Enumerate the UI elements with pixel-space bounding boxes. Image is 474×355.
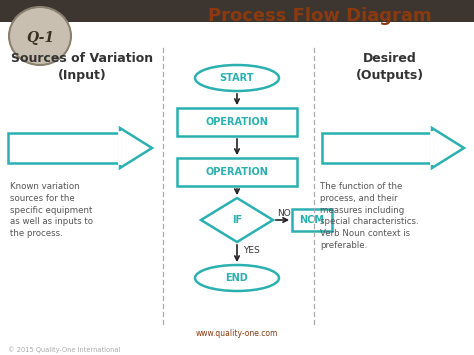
Text: NO: NO [277, 208, 291, 218]
Bar [292, 209, 332, 231]
Polygon shape [432, 128, 464, 168]
Bar [0, 0, 474, 22]
Text: END: END [226, 273, 248, 283]
Text: www.quality-one.com: www.quality-one.com [196, 329, 278, 339]
Text: Process Flow Diagram: Process Flow Diagram [208, 7, 432, 25]
Polygon shape [120, 128, 152, 168]
Text: © 2015 Quality-One International: © 2015 Quality-One International [8, 347, 120, 353]
Bar [8, 133, 120, 163]
Ellipse shape [9, 7, 71, 65]
Text: Known variation
sources for the
specific equipment
as well as inputs to
the proc: Known variation sources for the specific… [10, 182, 93, 238]
Polygon shape [201, 198, 273, 242]
Text: YES: YES [243, 246, 260, 255]
Text: Desired
(Outputs): Desired (Outputs) [356, 52, 424, 82]
Bar [177, 158, 297, 186]
Text: OPERATION: OPERATION [206, 167, 268, 177]
Text: OPERATION: OPERATION [206, 117, 268, 127]
Text: IF: IF [232, 215, 242, 225]
Ellipse shape [195, 265, 279, 291]
Text: Sources of Variation
(Input): Sources of Variation (Input) [11, 52, 153, 82]
Bar [322, 133, 432, 163]
Text: Q-1: Q-1 [26, 31, 54, 45]
Bar [177, 108, 297, 136]
Text: START: START [220, 73, 254, 83]
Text: NCM: NCM [300, 215, 325, 225]
Text: The function of the
process, and their
measures including
special characteristic: The function of the process, and their m… [320, 182, 419, 250]
Ellipse shape [195, 65, 279, 91]
